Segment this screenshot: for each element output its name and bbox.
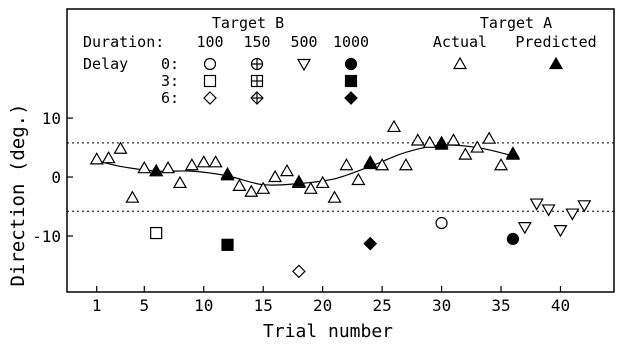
data-point-target-b-500-delay-0 bbox=[517, 222, 532, 235]
data-point-actual bbox=[303, 181, 318, 194]
data-point-actual bbox=[184, 158, 199, 171]
legend-delay-label: Delay bbox=[83, 55, 128, 73]
legend-symbols bbox=[203, 56, 564, 105]
legend-predicted-label: Predicted bbox=[515, 33, 596, 51]
data-point-actual bbox=[125, 190, 140, 203]
data-point-actual bbox=[351, 172, 366, 186]
data-point-target-b-100-delay-0 bbox=[435, 216, 448, 230]
data-point-actual bbox=[327, 190, 342, 203]
data-point-predicted bbox=[291, 174, 306, 187]
data-point-predicted bbox=[149, 163, 164, 177]
data-point-actual bbox=[256, 181, 271, 194]
legend-duration-100: 100 bbox=[196, 33, 223, 51]
legend-symbol-square-open bbox=[203, 74, 217, 88]
y-axis-ticks: 10 0 -10 bbox=[32, 109, 73, 246]
legend-duration-label: Duration: bbox=[83, 33, 164, 51]
data-point-actual bbox=[196, 155, 211, 168]
x-tick-label: 10 bbox=[194, 296, 213, 315]
fit-curve bbox=[96, 144, 514, 186]
data-point-target-b-500-delay-0 bbox=[553, 224, 568, 238]
data-point-actual bbox=[137, 160, 152, 174]
data-point-predicted bbox=[434, 137, 449, 150]
data-point-actual bbox=[244, 184, 259, 197]
data-point-actual bbox=[375, 158, 390, 171]
data-point-actual bbox=[208, 155, 223, 168]
x-tick-label: 40 bbox=[551, 296, 570, 315]
legend-symbol-circle-open bbox=[203, 57, 217, 71]
x-tick-label: 20 bbox=[313, 296, 332, 315]
legend-duration-500: 500 bbox=[290, 33, 317, 51]
data-point-target-b-100-delay-3 bbox=[150, 226, 163, 240]
data-point-actual bbox=[232, 178, 247, 191]
legend-delay-3: 3: bbox=[161, 72, 179, 90]
legend-group-target-b: Target B bbox=[212, 14, 284, 32]
legend-symbol-predicted bbox=[548, 56, 564, 70]
y-tick-label: -10 bbox=[32, 227, 61, 246]
data-point-actual bbox=[172, 175, 188, 189]
y-tick-label: 0 bbox=[51, 168, 61, 187]
legend-delay-0: 0: bbox=[161, 55, 179, 73]
x-tick-label: 30 bbox=[432, 296, 451, 315]
data-point-actual bbox=[458, 147, 473, 160]
data-point-predicted bbox=[505, 147, 520, 160]
data-point-actual bbox=[398, 158, 413, 171]
x-axis-label: Trial number bbox=[263, 321, 393, 341]
data-point-target-b-1000-delay-6 bbox=[363, 236, 378, 251]
legend-symbol-diamond-plus bbox=[250, 91, 264, 105]
data-point-actual bbox=[101, 150, 116, 164]
data-markers bbox=[89, 119, 592, 279]
data-point-target-b-500-delay-0 bbox=[541, 204, 556, 217]
x-axis-ticks: 1 5 10 15 20 25 30 35 40 bbox=[92, 286, 570, 315]
legend-symbol-diamond-filled bbox=[344, 91, 358, 105]
legend-actual-label: Actual bbox=[433, 33, 487, 51]
x-tick-label: 35 bbox=[491, 296, 510, 315]
data-point-target-b-1000-delay-0 bbox=[506, 232, 520, 246]
x-tick-label: 5 bbox=[139, 296, 149, 315]
x-tick-label: 1 bbox=[92, 296, 102, 315]
data-point-actual bbox=[410, 133, 425, 146]
plot-frame bbox=[66, 8, 615, 293]
legend-symbol-actual bbox=[452, 56, 468, 70]
legend-symbol-square-filled bbox=[344, 74, 358, 88]
legend-duration-1000: 1000 bbox=[333, 33, 369, 51]
data-point-target-b-500-delay-0 bbox=[529, 198, 544, 211]
data-point-actual bbox=[161, 160, 176, 174]
legend-symbol-triangle-down-open bbox=[296, 58, 312, 72]
data-point-actual bbox=[482, 131, 497, 144]
legend-group-target-a: Target A bbox=[480, 14, 552, 32]
data-point-actual bbox=[446, 133, 461, 146]
data-point-target-b-100-delay-6 bbox=[292, 264, 306, 279]
data-point-actual bbox=[279, 163, 295, 177]
data-point-target-b-1000-delay-3 bbox=[221, 238, 234, 251]
data-point-actual bbox=[470, 140, 485, 153]
x-tick-label: 15 bbox=[254, 296, 273, 315]
legend-delay-6: 6: bbox=[161, 89, 179, 107]
data-point-predicted bbox=[220, 168, 235, 181]
data-point-actual bbox=[422, 135, 437, 148]
legend-symbol-square-plus bbox=[250, 74, 264, 88]
legend: Target B Target A Duration: 100 150 500 … bbox=[83, 14, 597, 107]
data-point-actual bbox=[386, 119, 402, 133]
y-tick-label: 10 bbox=[42, 109, 61, 128]
legend-duration-150: 150 bbox=[243, 33, 270, 51]
legend-symbol-diamond-open bbox=[203, 91, 217, 105]
x-tick-label: 25 bbox=[372, 296, 391, 315]
data-point-actual bbox=[339, 158, 354, 171]
data-point-actual bbox=[493, 158, 509, 171]
data-point-target-b-500-delay-0 bbox=[565, 208, 580, 221]
data-point-predicted bbox=[363, 156, 378, 170]
data-point-actual bbox=[268, 169, 283, 183]
legend-symbol-circle-plus bbox=[250, 57, 264, 71]
data-point-actual bbox=[315, 175, 330, 189]
data-point-actual bbox=[89, 152, 104, 165]
y-axis-label: Direction (deg.) bbox=[7, 103, 29, 286]
legend-symbol-circle-filled bbox=[344, 57, 358, 71]
data-point-actual bbox=[113, 141, 128, 154]
data-point-target-b-500-delay-0 bbox=[577, 200, 592, 213]
